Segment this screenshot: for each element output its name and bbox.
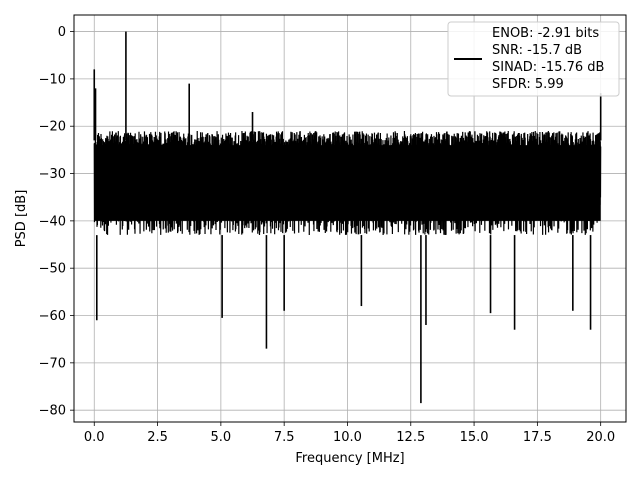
x-tick-label: 0.0	[84, 430, 105, 445]
x-tick-label: 2.5	[147, 430, 168, 445]
legend-enob: ENOB: -2.91 bits	[492, 26, 599, 41]
legend-sinad: SINAD: -15.76 dB	[492, 60, 604, 75]
y-tick-label: −40	[39, 214, 66, 229]
x-tick-label: 5.0	[211, 430, 232, 445]
y-axis-label: PSD [dB]	[14, 190, 29, 248]
x-tick-label: 12.5	[396, 430, 425, 445]
legend: ENOB: -2.91 bits SNR: -15.7 dB SINAD: -1…	[447, 21, 620, 97]
y-tick-label: −60	[39, 309, 66, 324]
y-tick-label: −80	[39, 404, 66, 419]
data-layer	[93, 31, 602, 404]
x-tick-label: 15.0	[460, 430, 489, 445]
y-tick-label: −20	[39, 120, 66, 135]
y-tick-label: 0	[58, 25, 66, 40]
legend-snr: SNR: -15.7 dB	[492, 43, 582, 58]
y-tick-label: −50	[39, 262, 66, 277]
y-tick-label: −30	[39, 167, 66, 182]
axes-frame	[73, 14, 627, 423]
y-tick-label: −10	[39, 72, 66, 87]
psd-noise-core	[94, 145, 601, 221]
x-axis-label: Frequency [MHz]	[295, 451, 404, 466]
x-tick-label: 10.0	[333, 430, 362, 445]
ticks: 0.0 2.5 5.0 7.5 10.0 12.5 15.0 17.5 20.0 0 −10 −20 −…	[39, 25, 616, 445]
x-tick-label: 7.5	[274, 430, 295, 445]
x-tick-label: 20.0	[586, 430, 615, 445]
x-tick-label: 17.5	[523, 430, 552, 445]
legend-sfdr: SFDR: 5.99	[492, 77, 564, 92]
legend-box	[447, 21, 620, 97]
y-tick-label: −70	[39, 356, 66, 371]
